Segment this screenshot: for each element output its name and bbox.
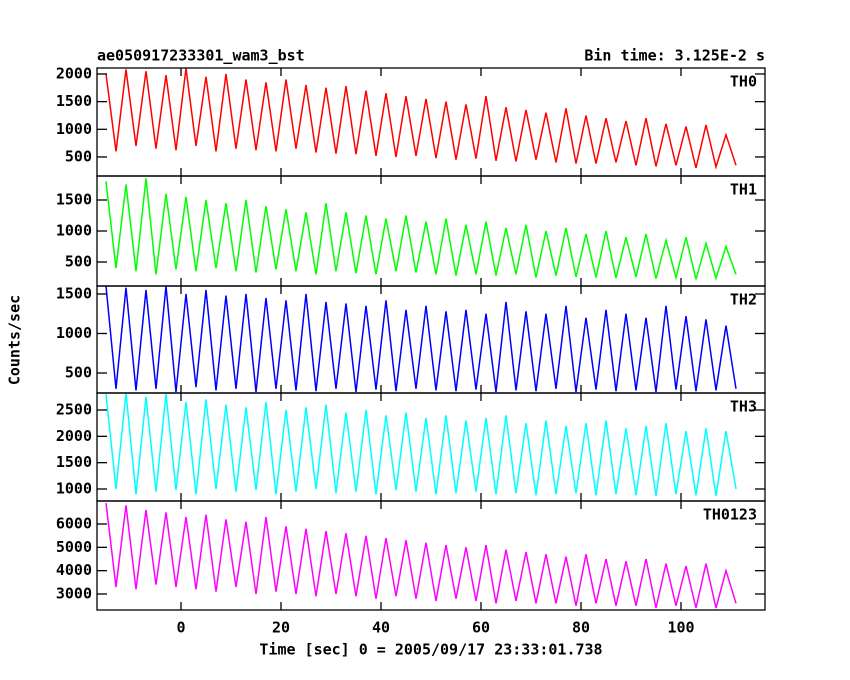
x-tick-label: 80	[572, 619, 590, 637]
panel-frame	[96, 67, 766, 177]
x-axis-label: Time [sec] 0 = 2005/09/17 23:33:01.738	[259, 641, 602, 659]
x-tick-label: 20	[272, 619, 290, 637]
x-tick-label: 0	[176, 619, 185, 637]
data-line	[105, 502, 737, 609]
y-tick-label: 500	[65, 253, 92, 271]
x-tick-label: 40	[372, 619, 390, 637]
data-line	[105, 178, 737, 281]
y-tick-label: 1500	[56, 284, 92, 302]
y-tick-label: 2000	[56, 64, 92, 82]
series-label: TH0	[730, 73, 757, 91]
y-tick-label: 1000	[56, 324, 92, 342]
x-tick-label: 100	[667, 619, 694, 637]
y-tick-label: 500	[65, 147, 92, 165]
y-tick-label: 6000	[56, 515, 92, 533]
series-label: TH1	[730, 181, 757, 199]
y-tick-label: 2500	[56, 401, 92, 419]
y-tick-label: 3000	[56, 584, 92, 602]
series-label: TH0123	[703, 506, 757, 524]
data-line	[105, 393, 737, 496]
y-tick-label: 5000	[56, 538, 92, 556]
y-tick-label: 1500	[56, 92, 92, 110]
series-label: TH2	[730, 291, 757, 309]
y-tick-label: 1000	[56, 479, 92, 497]
chart-title: ae050917233301_wam3_bst	[97, 47, 305, 65]
y-tick-label: 1000	[56, 120, 92, 138]
x-tick-label: 60	[472, 619, 490, 637]
chart-subtitle: Bin time: 3.125E-2 s	[584, 47, 765, 65]
y-tick-label: 4000	[56, 561, 92, 579]
y-tick-label: 1000	[56, 222, 92, 240]
y-tick-label: 2000	[56, 427, 92, 445]
data-line	[105, 68, 737, 170]
panel-frame	[96, 500, 766, 611]
y-tick-label: 500	[65, 364, 92, 382]
y-tick-label: 1500	[56, 453, 92, 471]
data-line	[105, 286, 737, 393]
y-tick-label: 1500	[56, 190, 92, 208]
series-label: TH3	[730, 398, 757, 416]
y-axis-label: Counts/sec	[6, 295, 24, 385]
panel-frame	[96, 175, 766, 287]
